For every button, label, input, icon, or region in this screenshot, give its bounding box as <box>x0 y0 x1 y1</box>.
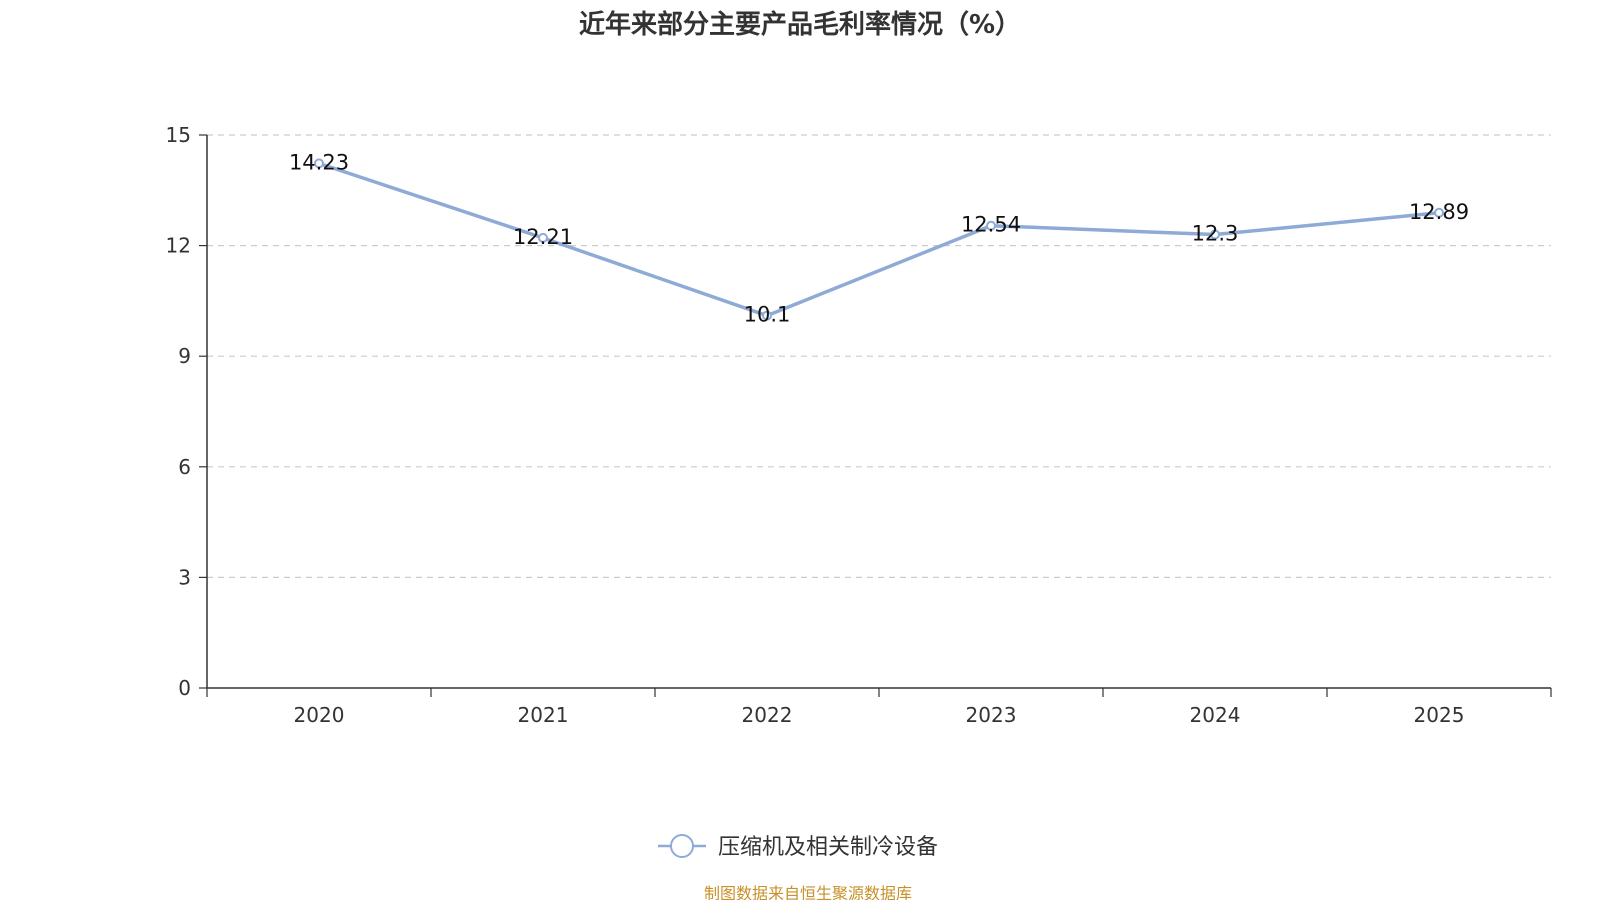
data-label: 12.21 <box>513 225 573 249</box>
legend[interactable]: 压缩机及相关制冷设备 <box>658 834 938 860</box>
x-tick-label: 2021 <box>518 703 569 727</box>
chart-title: 近年来部分主要产品毛利率情况（%） <box>579 9 1021 40</box>
axes <box>206 135 1551 689</box>
y-tick-label: 9 <box>178 344 191 368</box>
data-label: 12.3 <box>1192 222 1239 246</box>
data-label: 12.54 <box>961 213 1021 237</box>
y-axis-ticks: 0 3 6 9 12 15 <box>166 123 207 700</box>
data-labels: 14.23 12.21 10.1 12.54 12.3 12.89 <box>289 150 1469 326</box>
grid-lines <box>207 134 1551 579</box>
legend-marker-icon <box>670 834 694 858</box>
data-point <box>762 310 772 321</box>
y-tick-label: 15 <box>166 123 191 147</box>
data-label: 10.1 <box>744 303 791 327</box>
data-label: 14.23 <box>289 150 349 174</box>
y-tick-label: 0 <box>178 676 191 700</box>
x-axis-ticks: 2020 2021 2022 2023 2024 2025 <box>206 688 1552 727</box>
y-tick-label: 12 <box>166 234 191 258</box>
y-tick-label: 3 <box>178 565 191 589</box>
x-tick-label: 2025 <box>1414 703 1465 727</box>
data-point <box>314 158 324 169</box>
source-note: 制图数据来自恒生聚源数据库 <box>704 884 912 900</box>
data-label: 12.89 <box>1409 200 1469 224</box>
legend-label: 压缩机及相关制冷设备 <box>718 835 938 860</box>
data-point <box>986 220 996 231</box>
series-line <box>318 161 1440 318</box>
y-tick-label: 6 <box>178 455 191 479</box>
x-tick-label: 2024 <box>1190 703 1241 727</box>
x-tick-label: 2022 <box>742 703 793 727</box>
data-point <box>538 232 548 243</box>
data-point <box>1434 207 1444 218</box>
x-tick-label: 2023 <box>966 703 1017 727</box>
x-tick-label: 2020 <box>294 703 345 727</box>
data-point <box>1210 229 1220 240</box>
series-layer <box>314 158 1444 321</box>
